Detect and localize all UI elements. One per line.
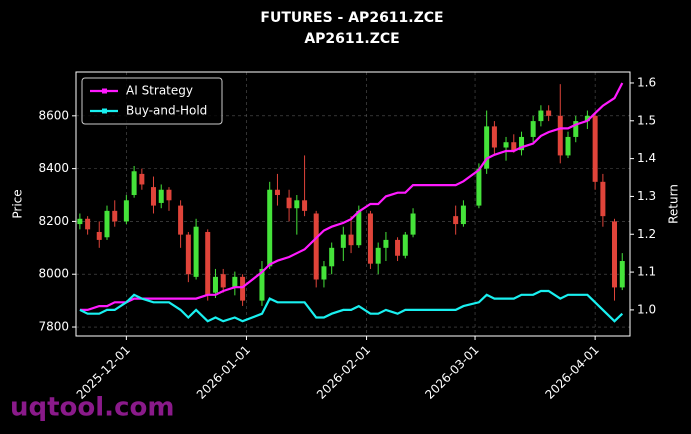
candle-body	[584, 115, 590, 122]
candle-body	[592, 115, 598, 182]
candle-body	[538, 110, 544, 122]
plot-frame	[75, 71, 631, 337]
candle-body	[232, 276, 238, 288]
candle-body	[220, 274, 226, 288]
candle-body	[476, 168, 482, 206]
candle-body	[619, 261, 625, 288]
candle-body	[123, 200, 129, 222]
y2-tick-label: 1.2	[637, 227, 656, 241]
y-tick-label: 8000	[38, 267, 69, 281]
return-line	[79, 82, 624, 311]
y2-tick-label: 1.3	[637, 189, 656, 203]
candle-body	[375, 247, 381, 264]
candle-body	[212, 276, 218, 293]
chart-title: FUTURES - AP2611.ZCE	[260, 10, 443, 26]
candle-body	[112, 210, 118, 222]
candle-body	[178, 205, 184, 235]
candle-body	[193, 226, 199, 277]
y2-tick-label: 1.5	[637, 113, 656, 127]
candle-body	[460, 205, 466, 225]
candle-body	[240, 276, 246, 301]
legend-box	[81, 77, 223, 125]
legend-marker	[102, 88, 107, 94]
y-axis-label: Price	[11, 189, 25, 218]
legend-label: Buy-and-Hold	[126, 104, 207, 118]
candle-body	[395, 239, 401, 256]
candle-body	[185, 234, 191, 275]
candle-body	[410, 213, 416, 235]
candle-body	[274, 189, 280, 196]
candle-body	[491, 126, 497, 148]
candle-body	[139, 173, 145, 185]
candle-body	[546, 110, 552, 116]
legend-marker	[102, 108, 107, 114]
candle-body	[329, 247, 335, 267]
candle-body	[96, 231, 102, 240]
y2-tick-label: 1.1	[637, 265, 656, 279]
y2-tick-label: 1.6	[637, 75, 656, 89]
candle-body	[530, 121, 536, 137]
y2-axis-label: Return	[667, 184, 681, 224]
candle-body	[205, 231, 211, 296]
candle-body	[267, 189, 273, 267]
candle-body	[131, 171, 137, 196]
y2-tick-label: 1.0	[637, 302, 656, 316]
watermark: uqtool.com	[10, 393, 174, 423]
candle-body	[600, 181, 606, 217]
candle-body	[503, 142, 509, 148]
candle-body	[302, 200, 308, 211]
y-tick-label: 8400	[38, 161, 69, 175]
candle-body	[150, 187, 156, 206]
candle-body	[356, 210, 362, 246]
candle-body	[402, 234, 408, 256]
candle-body	[77, 218, 83, 225]
candle-body	[340, 234, 346, 248]
y2-tick-label: 1.4	[637, 151, 656, 165]
candle-body	[321, 266, 327, 280]
chart-subtitle: AP2611.ZCE	[304, 31, 399, 47]
y-tick-label: 7800	[38, 320, 69, 334]
candle-body	[294, 200, 300, 209]
y-tick-label: 8200	[38, 214, 69, 228]
candle-body	[573, 121, 579, 137]
candle-body	[348, 234, 354, 246]
candle-body	[313, 213, 319, 280]
candle-body	[259, 268, 265, 301]
candle-body	[383, 239, 389, 248]
candle-body	[158, 189, 164, 203]
y-tick-label: 8600	[38, 108, 69, 122]
candle-body	[612, 221, 618, 288]
candle-body	[104, 210, 110, 238]
candle-body	[286, 197, 292, 209]
candle-body	[511, 142, 517, 151]
candle-body	[519, 136, 525, 151]
legend-label: AI Strategy	[126, 84, 193, 98]
candle-body	[565, 136, 571, 156]
candle-body	[85, 218, 91, 230]
candle-body	[453, 216, 459, 225]
candle-body	[484, 126, 490, 169]
candle-body	[367, 213, 373, 264]
candle-body	[166, 189, 172, 201]
return-line	[79, 289, 624, 323]
candle-body	[557, 115, 563, 156]
